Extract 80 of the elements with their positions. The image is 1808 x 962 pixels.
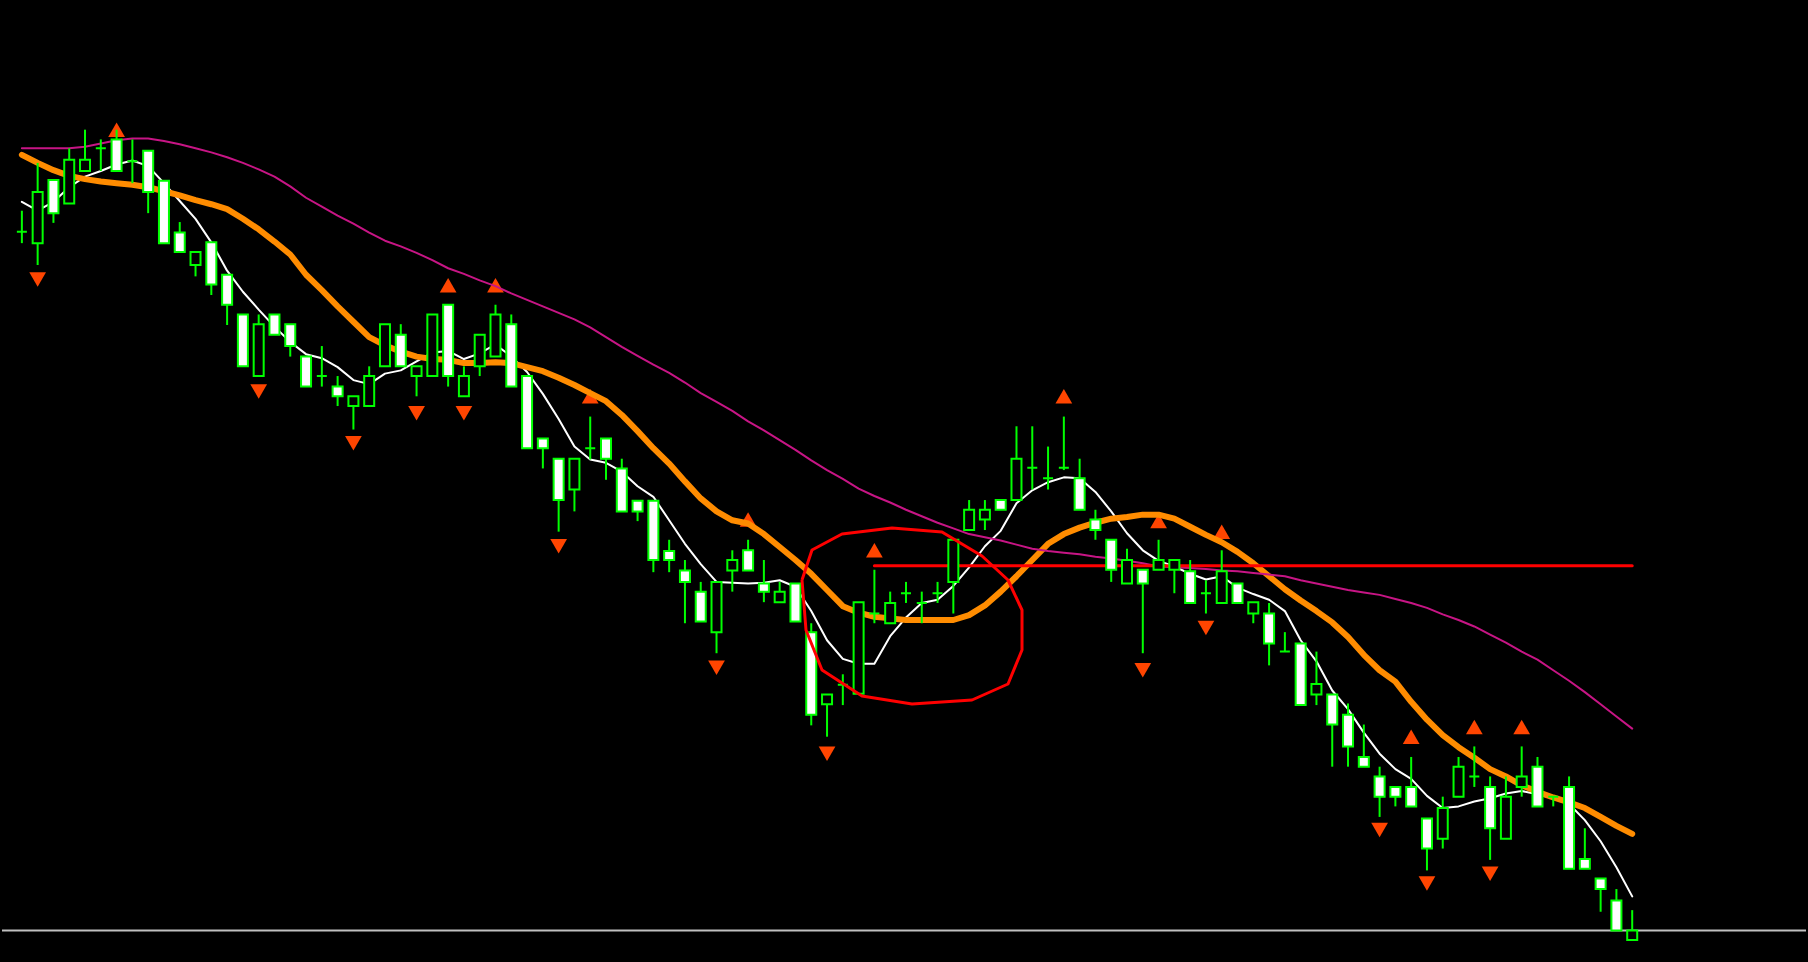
candlestick <box>584 415 597 461</box>
candlestick <box>1184 559 1197 604</box>
candlestick <box>457 365 470 398</box>
point <box>550 538 568 554</box>
candlestick <box>126 138 139 185</box>
candlestick <box>363 365 376 408</box>
candlestick <box>378 323 391 368</box>
point <box>1055 389 1073 404</box>
candlestick <box>1073 457 1086 511</box>
point <box>455 406 473 421</box>
candlestick <box>1436 795 1449 850</box>
point <box>345 436 362 451</box>
candlestick <box>1610 888 1623 932</box>
candlestick <box>1089 508 1102 541</box>
candlestick <box>1026 425 1039 491</box>
candlestick <box>757 559 770 604</box>
point <box>866 543 883 558</box>
point <box>818 746 836 761</box>
candlestick <box>1499 775 1512 840</box>
candlestick <box>978 499 991 532</box>
candlestick <box>1326 693 1339 768</box>
candlestick <box>1405 755 1418 808</box>
candlestick <box>1278 631 1291 653</box>
point <box>1197 620 1215 636</box>
candlestick <box>742 538 755 572</box>
candlestick <box>963 499 976 532</box>
point <box>29 272 47 287</box>
candlestick <box>1042 445 1055 491</box>
candlestick <box>663 538 676 574</box>
candlestick <box>394 323 407 368</box>
candlestick <box>284 323 297 358</box>
point <box>1134 662 1152 678</box>
candlestick <box>1263 601 1276 667</box>
candlestick <box>1484 775 1497 861</box>
point <box>708 660 725 676</box>
point <box>1465 719 1483 735</box>
candlestick <box>1136 568 1149 655</box>
candlestick <box>1105 538 1118 583</box>
point <box>1418 876 1436 891</box>
candlestick <box>868 568 881 625</box>
candlestick <box>94 138 107 172</box>
candlestick <box>221 273 234 326</box>
candlestick <box>836 673 849 707</box>
candlestick <box>600 437 613 481</box>
candlestick <box>1057 415 1070 472</box>
candlestick <box>63 147 76 205</box>
point <box>408 406 425 421</box>
candlestick <box>300 355 313 388</box>
candlestick <box>1420 817 1433 872</box>
candlestick <box>931 580 944 604</box>
point <box>1371 822 1388 838</box>
candlestick <box>1594 877 1607 913</box>
candlestick <box>1121 547 1133 585</box>
candlestick <box>173 221 186 254</box>
point <box>1402 729 1420 744</box>
candlestick <box>915 590 928 625</box>
candlestick <box>726 549 739 593</box>
candlestick <box>678 559 691 625</box>
candlestick <box>1452 755 1465 798</box>
candlestick <box>1215 549 1228 604</box>
point <box>250 384 268 399</box>
candlestick <box>1468 745 1481 788</box>
candlestick <box>1626 909 1639 942</box>
candlestick <box>1578 827 1591 870</box>
candlestick <box>694 580 707 623</box>
candlestick <box>315 345 328 388</box>
candlestick <box>821 693 834 738</box>
candlestick <box>1357 723 1370 768</box>
candlestick <box>947 538 960 615</box>
candlestick <box>79 128 92 172</box>
candlestick <box>1342 702 1355 768</box>
candlestick <box>536 437 549 470</box>
candlestick <box>615 457 628 513</box>
candlestick <box>15 209 28 245</box>
candlestick <box>884 590 897 625</box>
candlestick <box>1199 579 1212 615</box>
point <box>1481 866 1499 881</box>
candlestick <box>899 580 912 604</box>
point <box>439 278 457 293</box>
point <box>1513 719 1531 735</box>
